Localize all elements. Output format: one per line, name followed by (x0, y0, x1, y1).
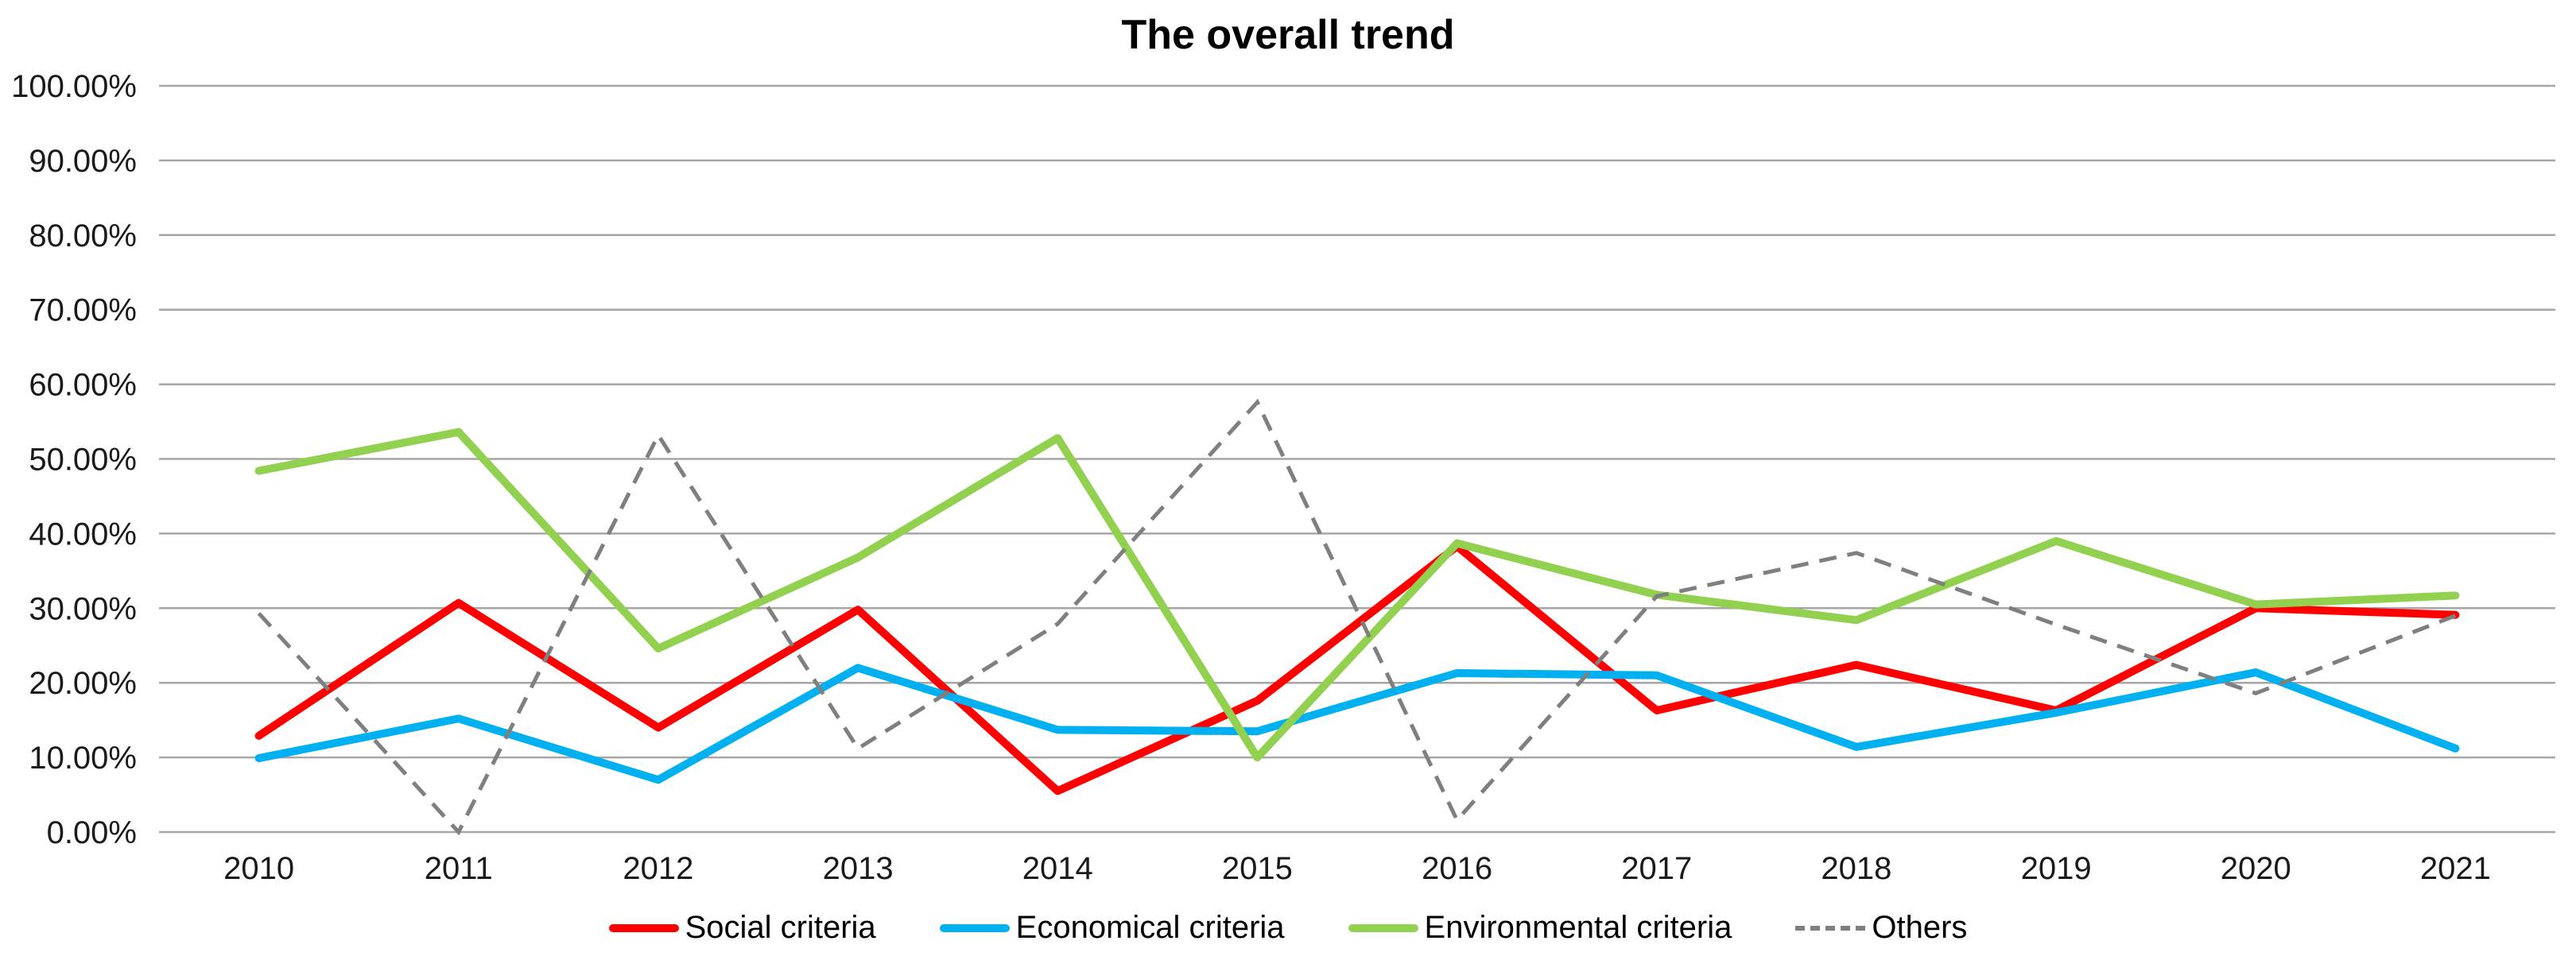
y-axis-tick-label: 40.00% (29, 517, 137, 552)
y-axis-tick-label: 0.00% (47, 815, 137, 850)
y-axis-tick-label: 90.00% (29, 144, 137, 179)
series-line-environmental-criteria (254, 428, 2460, 762)
legend-item-environmental-criteria: Environmental criteria (1348, 910, 1732, 946)
x-axis-tick-label: 2010 (223, 851, 294, 886)
x-axis-tick-label: 2019 (2021, 851, 2092, 886)
y-axis-tick-label: 100.00% (11, 69, 137, 104)
y-axis-tick-label: 30.00% (29, 591, 137, 626)
series-line-others (257, 398, 2457, 836)
x-axis-tick-label: 2013 (823, 851, 894, 886)
chart-title: The overall trend (1121, 12, 1455, 58)
legend-item-social-criteria: Social criteria (608, 910, 876, 946)
legend-swatch-others-icon (1795, 925, 1866, 931)
legend-label: Environmental criteria (1424, 910, 1732, 945)
y-axis-tick-label: 50.00% (29, 443, 137, 478)
y-axis-tick-label: 20.00% (29, 666, 137, 701)
chart-legend: Social criteria Economical criteria Enviro… (0, 910, 2576, 946)
x-axis-tick-label: 2014 (1022, 851, 1093, 886)
x-axis-tick-label: 2021 (2420, 851, 2491, 886)
legend-label: Social criteria (685, 910, 876, 945)
x-axis-tick-label: 2018 (1821, 851, 1891, 886)
series-line-economical-criteria (254, 664, 2460, 784)
x-axis-tick-label: 2020 (2221, 851, 2291, 886)
series-line-social-criteria (254, 542, 2460, 795)
x-axis-tick-label: 2016 (1422, 851, 1492, 886)
x-axis-tick-label: 2012 (623, 851, 693, 886)
x-axis-tick-label: 2017 (1621, 851, 1692, 886)
legend-swatch-environmental-criteria-icon (1348, 923, 1418, 932)
y-axis-tick-label: 60.00% (29, 368, 137, 403)
legend-label: Others (1872, 910, 1968, 945)
y-axis-tick-label: 10.00% (29, 741, 137, 776)
y-axis-tick-label: 70.00% (29, 293, 137, 328)
legend-swatch-social-criteria-icon (608, 923, 679, 932)
x-axis-tick-label: 2015 (1222, 851, 1293, 886)
legend-item-others: Others (1795, 910, 1967, 946)
legend-label: Economical criteria (1015, 910, 1285, 945)
y-axis-tick-label: 80.00% (29, 219, 137, 254)
legend-swatch-economical-criteria-icon (939, 923, 1010, 932)
legend-item-economical-criteria: Economical criteria (939, 910, 1285, 946)
x-axis-tick-label: 2011 (425, 851, 493, 886)
